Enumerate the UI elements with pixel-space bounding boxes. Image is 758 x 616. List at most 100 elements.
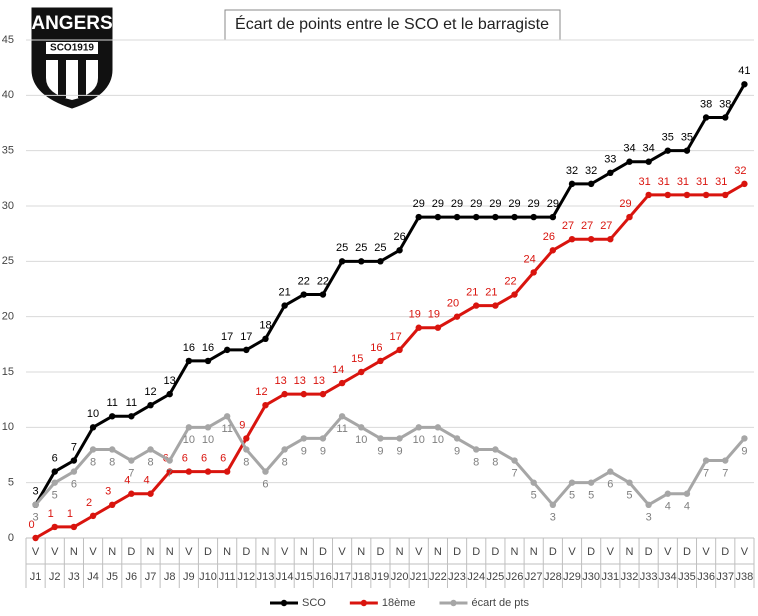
data-label: 11 — [106, 397, 117, 409]
data-label: 32 — [734, 165, 746, 177]
point — [492, 302, 499, 309]
point — [396, 346, 403, 354]
point — [223, 468, 231, 475]
x-tick-result: N — [511, 546, 519, 558]
y-tick-label: 35 — [2, 145, 14, 157]
data-label: 24 — [524, 253, 536, 265]
x-tick-label: J23 — [448, 571, 466, 583]
data-label: 17 — [221, 331, 233, 343]
point — [147, 446, 154, 453]
data-label: 9 — [301, 445, 307, 457]
point — [664, 147, 671, 154]
x-tick-result: N — [166, 546, 174, 558]
point — [607, 468, 614, 475]
point — [89, 446, 97, 453]
x-tick-result: N — [396, 546, 404, 558]
data-label: 6 — [201, 453, 207, 465]
point — [338, 379, 346, 387]
point — [587, 479, 595, 486]
x-tick-label: J35 — [678, 571, 696, 583]
data-label: 7 — [128, 467, 134, 479]
x-tick-result: V — [281, 546, 289, 558]
data-label: 18 — [259, 320, 271, 332]
point — [530, 479, 537, 486]
data-label: 19 — [409, 309, 421, 321]
data-label: 7 — [167, 467, 173, 479]
legend-marker — [280, 599, 288, 607]
point — [243, 346, 250, 354]
point — [70, 523, 78, 531]
point — [89, 512, 97, 520]
data-label: 29 — [508, 198, 520, 210]
data-label: 12 — [144, 386, 156, 398]
point — [722, 191, 729, 199]
x-tick-label: J38 — [736, 571, 754, 583]
x-tick-result: D — [683, 546, 691, 558]
point — [511, 291, 518, 298]
data-label: 7 — [71, 441, 77, 453]
data-label: 10 — [432, 434, 444, 446]
point — [262, 335, 269, 342]
point — [530, 213, 537, 221]
x-tick-label: J28 — [544, 571, 562, 583]
point — [70, 457, 78, 464]
data-label: 10 — [183, 434, 195, 446]
data-label: 6 — [262, 479, 268, 491]
x-tick-label: J32 — [621, 571, 639, 583]
x-tick-label: J18 — [352, 571, 370, 583]
x-tick-result: V — [568, 546, 576, 558]
data-label: 10 — [413, 434, 425, 446]
x-tick-label: J2 — [49, 571, 61, 583]
point — [702, 457, 710, 464]
x-tick-result: D — [376, 546, 384, 558]
point — [415, 213, 422, 221]
data-label: 35 — [681, 132, 693, 144]
point — [607, 169, 614, 176]
point — [358, 258, 365, 265]
data-label: 27 — [600, 220, 612, 232]
point — [147, 402, 154, 409]
point — [358, 424, 365, 431]
data-label: 17 — [389, 331, 401, 343]
data-label: 11 — [221, 423, 232, 435]
point — [568, 479, 576, 486]
x-tick-label: J22 — [429, 571, 447, 583]
point — [587, 236, 595, 243]
x-tick-label: J4 — [87, 571, 99, 583]
data-label: 16 — [183, 342, 195, 354]
point — [377, 357, 384, 365]
point — [147, 490, 154, 497]
data-label: 21 — [485, 287, 497, 299]
x-tick-result: D — [491, 546, 499, 558]
point — [453, 435, 461, 442]
legend-label: 18ème — [382, 597, 416, 609]
x-tick-result: N — [108, 546, 116, 558]
point — [607, 236, 614, 243]
x-tick-result: V — [702, 546, 710, 558]
x-tick-label: J24 — [467, 571, 485, 583]
chart-title: Écart de points entre le SCO et le barra… — [235, 14, 549, 33]
data-label: 34 — [643, 143, 655, 155]
data-label: 7 — [703, 467, 709, 479]
y-tick-label: 15 — [2, 366, 14, 378]
point — [243, 446, 250, 453]
point — [51, 468, 58, 475]
data-label: 29 — [547, 198, 559, 210]
data-label: 9 — [741, 445, 747, 457]
point — [281, 390, 288, 398]
point — [702, 191, 710, 199]
y-tick-label: 30 — [2, 200, 14, 212]
point — [109, 501, 116, 508]
point — [243, 435, 250, 442]
y-tick-label: 45 — [2, 34, 14, 46]
point — [473, 213, 480, 221]
data-label: 31 — [658, 176, 670, 188]
data-label: 15 — [351, 353, 363, 365]
x-tick-result: D — [319, 546, 327, 558]
x-tick-label: J36 — [697, 571, 715, 583]
x-tick-result: V — [664, 546, 672, 558]
point — [51, 523, 58, 531]
x-tick-label: J11 — [219, 571, 236, 583]
data-label: 10 — [202, 434, 214, 446]
point — [645, 158, 652, 165]
